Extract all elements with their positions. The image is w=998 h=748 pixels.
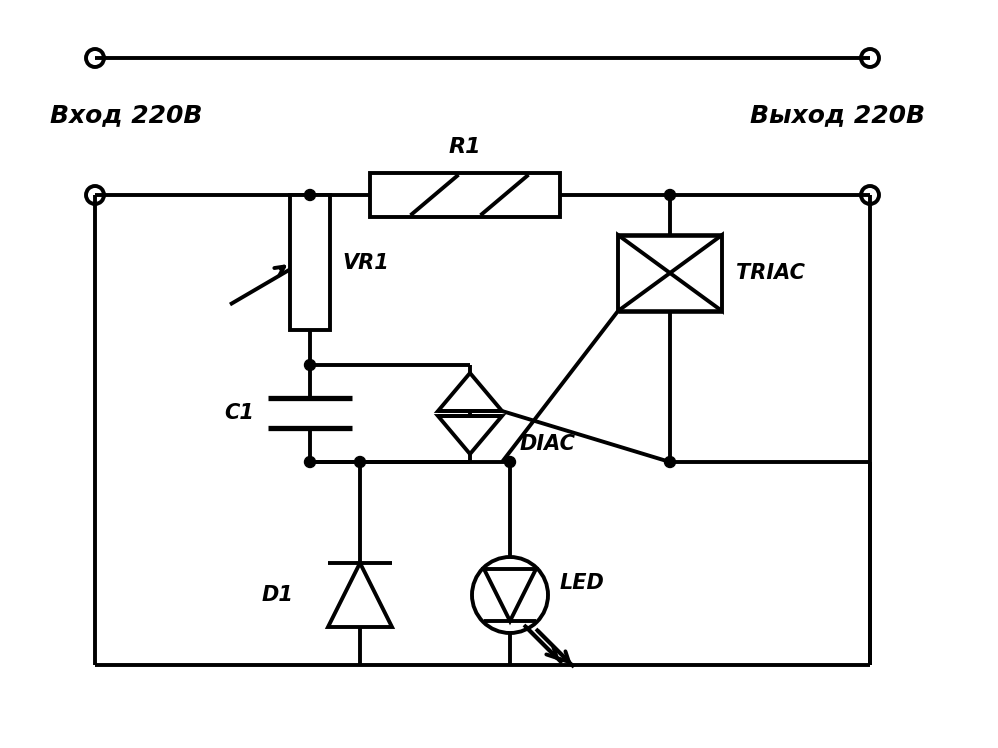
Bar <box>290 195 330 330</box>
Text: TRIAC: TRIAC <box>736 263 805 283</box>
Circle shape <box>304 360 315 370</box>
Circle shape <box>665 189 676 200</box>
Text: C1: C1 <box>225 403 254 423</box>
Circle shape <box>505 456 516 468</box>
Text: Вход 220В: Вход 220В <box>50 103 203 127</box>
Bar <box>370 173 560 217</box>
Text: Выход 220В: Выход 220В <box>750 103 925 127</box>
Circle shape <box>304 456 315 468</box>
Circle shape <box>665 456 676 468</box>
Circle shape <box>304 189 315 200</box>
Text: R1: R1 <box>449 137 481 157</box>
Circle shape <box>354 456 365 468</box>
Text: VR1: VR1 <box>342 253 389 272</box>
Text: DIAC: DIAC <box>520 434 576 453</box>
Text: LED: LED <box>560 573 605 593</box>
Text: D1: D1 <box>261 585 293 605</box>
